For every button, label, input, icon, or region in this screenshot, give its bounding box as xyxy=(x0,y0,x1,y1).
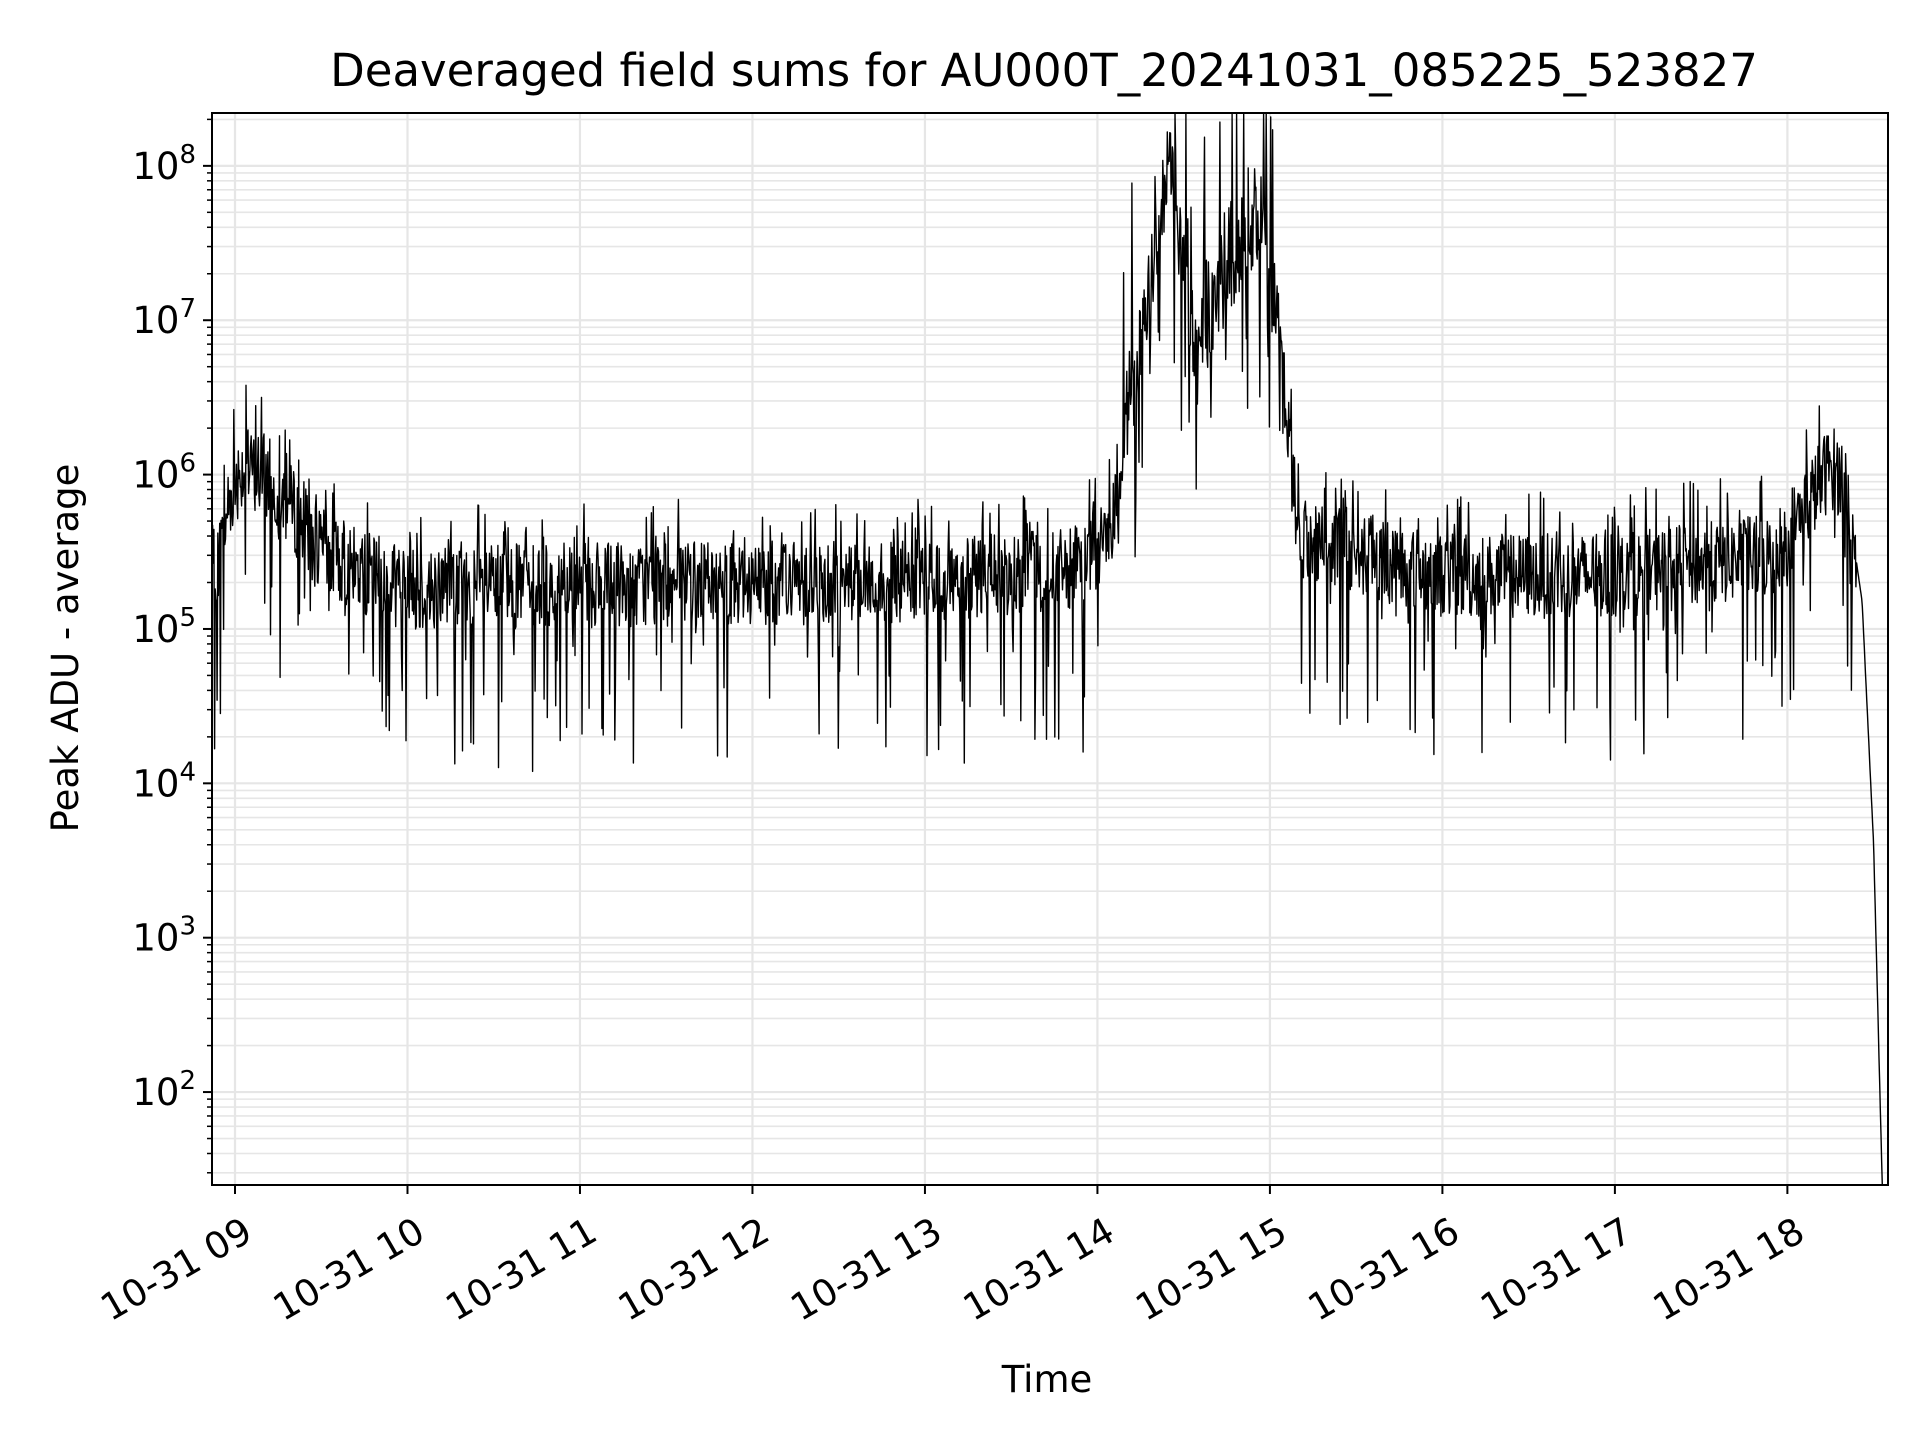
plot-frame xyxy=(211,112,1889,1186)
y-ticks: 102 103 104 105 106 107 108 xyxy=(132,140,196,1114)
y-tick-label: 107 xyxy=(132,294,196,342)
x-axis-label: Time xyxy=(1001,1358,1093,1401)
series xyxy=(211,112,1883,1186)
y-axis-label: Peak ADU - average xyxy=(44,464,87,833)
grid xyxy=(212,113,1888,1185)
y-tick-label: 104 xyxy=(132,757,196,805)
chart-title: Deaveraged field sums for AU000T_2024103… xyxy=(330,44,1758,97)
axes xyxy=(203,112,1889,1194)
y-tick-label: 106 xyxy=(132,449,196,497)
y-tick-label: 105 xyxy=(132,603,196,651)
series-line xyxy=(211,112,1883,1186)
y-tick-label: 108 xyxy=(132,140,196,188)
y-tick-label: 103 xyxy=(132,912,196,960)
y-tick-label: 102 xyxy=(132,1066,196,1114)
